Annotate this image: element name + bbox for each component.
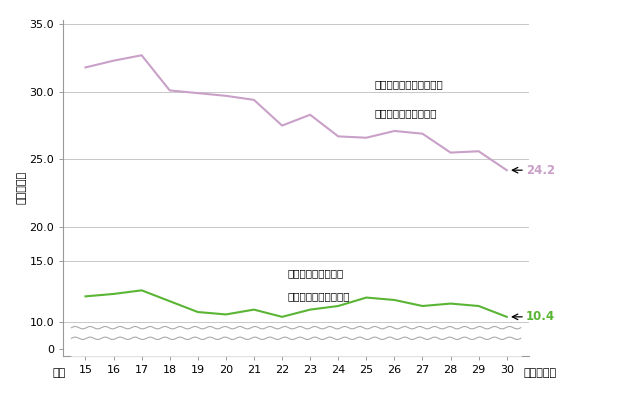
Text: おける２年以内再入率: おける２年以内再入率 xyxy=(375,108,437,118)
Y-axis label: 割合（％）: 割合（％） xyxy=(16,171,26,204)
Text: 仮釈放出所受刑者に: 仮釈放出所受刑者に xyxy=(288,268,344,278)
Text: 年次（年）: 年次（年） xyxy=(524,368,557,378)
Text: おける２年以内再入率: おける２年以内再入率 xyxy=(288,292,350,301)
Text: 10.4: 10.4 xyxy=(526,310,555,323)
Text: 24.2: 24.2 xyxy=(526,164,555,177)
Text: 平成: 平成 xyxy=(53,368,66,378)
Text: 満期釈放等出所受刑者に: 満期釈放等出所受刑者に xyxy=(375,79,444,89)
